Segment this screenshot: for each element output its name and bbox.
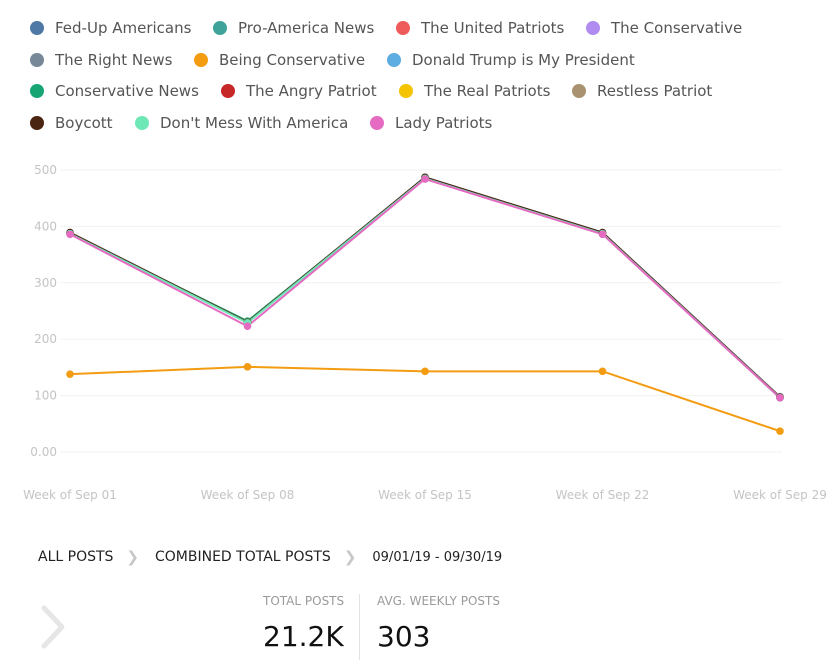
- legend-label: The United Patriots: [421, 19, 565, 37]
- x-tick-label: Week of Sep 22: [556, 488, 650, 502]
- breadcrumb-separator-icon: ❯: [126, 548, 139, 566]
- data-point: [421, 175, 429, 183]
- x-tick-label: Week of Sep 01: [23, 488, 117, 502]
- legend-dot-icon: [30, 21, 44, 35]
- breadcrumb-combined-total-posts[interactable]: COMBINED TOTAL POSTS: [155, 549, 331, 565]
- legend-item[interactable]: Pro-America News: [213, 19, 374, 37]
- data-point: [598, 367, 607, 376]
- x-tick-label: Week of Sep 15: [378, 488, 472, 502]
- legend-dot-icon: [370, 116, 384, 130]
- legend-label: The Real Patriots: [424, 82, 551, 100]
- legend-label: Fed-Up Americans: [55, 19, 192, 37]
- stat-divider: [359, 594, 360, 660]
- legend-dot-icon: [213, 21, 227, 35]
- legend-item[interactable]: Fed-Up Americans: [30, 19, 191, 37]
- data-point: [243, 322, 252, 331]
- legend-label: Donald Trump is My President: [412, 51, 635, 69]
- legend-dot-icon: [586, 21, 600, 35]
- breadcrumb-separator-icon: ❯: [343, 548, 357, 566]
- data-point: [421, 367, 429, 376]
- y-tick-label: 500: [34, 163, 57, 177]
- data-point: [66, 370, 74, 378]
- legend-dot-icon: [399, 84, 413, 98]
- total-posts-label: TOTAL POSTS: [263, 594, 345, 608]
- legend-label: Lady Patriots: [395, 114, 493, 132]
- legend-label: Conservative News: [55, 82, 199, 100]
- legend-item[interactable]: Don't Mess With America: [135, 114, 348, 132]
- data-point: [243, 363, 252, 371]
- series-line: [69, 178, 781, 399]
- legend-item[interactable]: The Right News: [30, 51, 172, 69]
- breadcrumb-all-posts[interactable]: ALL POSTS: [38, 549, 114, 565]
- legend-item[interactable]: Lady Patriots: [370, 114, 492, 132]
- series-lines: [69, 176, 781, 433]
- legend-label: The Right News: [55, 51, 173, 69]
- x-tick-label: Week of Sep 08: [201, 488, 295, 502]
- avg-weekly-posts-stat: AVG. WEEKLY POSTS 303: [377, 594, 500, 653]
- legend-dot-icon: [572, 84, 586, 98]
- legend-item[interactable]: The Conservative: [586, 19, 742, 37]
- legend-label: Don't Mess With America: [160, 114, 349, 132]
- legend-item[interactable]: Restless Patriot: [572, 82, 712, 100]
- legend-label: The Conservative: [611, 19, 743, 37]
- legend-item[interactable]: Being Conservative: [194, 51, 365, 69]
- legend-dot-icon: [30, 116, 44, 130]
- data-point: [598, 230, 607, 239]
- y-tick-label: 0.00: [30, 445, 57, 459]
- data-point: [66, 230, 74, 239]
- legend-dot-icon: [194, 53, 208, 67]
- legend-dot-icon: [135, 116, 149, 130]
- legend-item[interactable]: The Real Patriots: [399, 82, 550, 100]
- legend-label: Restless Patriot: [597, 82, 713, 100]
- legend-dot-icon: [396, 21, 410, 35]
- series-line: [69, 177, 781, 399]
- y-tick-label: 200: [34, 332, 57, 346]
- chart-legend: Fed-Up Americans Pro-America News The Unit…: [0, 0, 836, 150]
- legend-label: Being Conservative: [219, 51, 366, 69]
- x-tick-label: Week of Sep 29: [733, 488, 827, 502]
- series-points: [66, 173, 784, 435]
- breadcrumb: ALL POSTS ❯ COMBINED TOTAL POSTS ❯ 09/01…: [38, 548, 502, 566]
- legend-item[interactable]: The United Patriots: [396, 19, 564, 37]
- legend-dot-icon: [30, 84, 44, 98]
- legend-label: The Angry Patriot: [246, 82, 377, 100]
- legend-dot-icon: [221, 84, 235, 98]
- total-posts-value: 21.2K: [263, 620, 344, 653]
- y-tick-label: 100: [34, 389, 57, 403]
- legend-dot-icon: [387, 53, 401, 67]
- breadcrumb-date-range: 09/01/19 - 09/30/19: [372, 549, 503, 565]
- legend-item[interactable]: Donald Trump is My President: [387, 51, 635, 69]
- grid-lines: [60, 169, 782, 453]
- legend-label: Boycott: [55, 114, 113, 132]
- legend-label: Pro-America News: [238, 19, 375, 37]
- legend-item[interactable]: The Angry Patriot: [221, 82, 377, 100]
- avg-weekly-posts-value: 303: [377, 620, 431, 653]
- legend-item[interactable]: Conservative News: [30, 82, 199, 100]
- y-tick-label: 400: [34, 219, 57, 233]
- legend-dot-icon: [30, 53, 44, 67]
- data-point: [776, 394, 784, 402]
- y-tick-label: 300: [34, 276, 57, 290]
- legend-item[interactable]: Boycott: [30, 114, 113, 132]
- y-axis-ticks: 0.00 100 200 300 400 500: [30, 163, 57, 459]
- series-line: [69, 365, 781, 433]
- x-axis-ticks: Week of Sep 01 Week of Sep 08 Week of Sep …: [23, 488, 827, 502]
- total-posts-stat: TOTAL POSTS 21.2K: [263, 594, 344, 653]
- chevron-right-icon[interactable]: [36, 602, 70, 656]
- avg-weekly-posts-label: AVG. WEEKLY POSTS: [377, 594, 500, 608]
- data-point: [776, 427, 784, 435]
